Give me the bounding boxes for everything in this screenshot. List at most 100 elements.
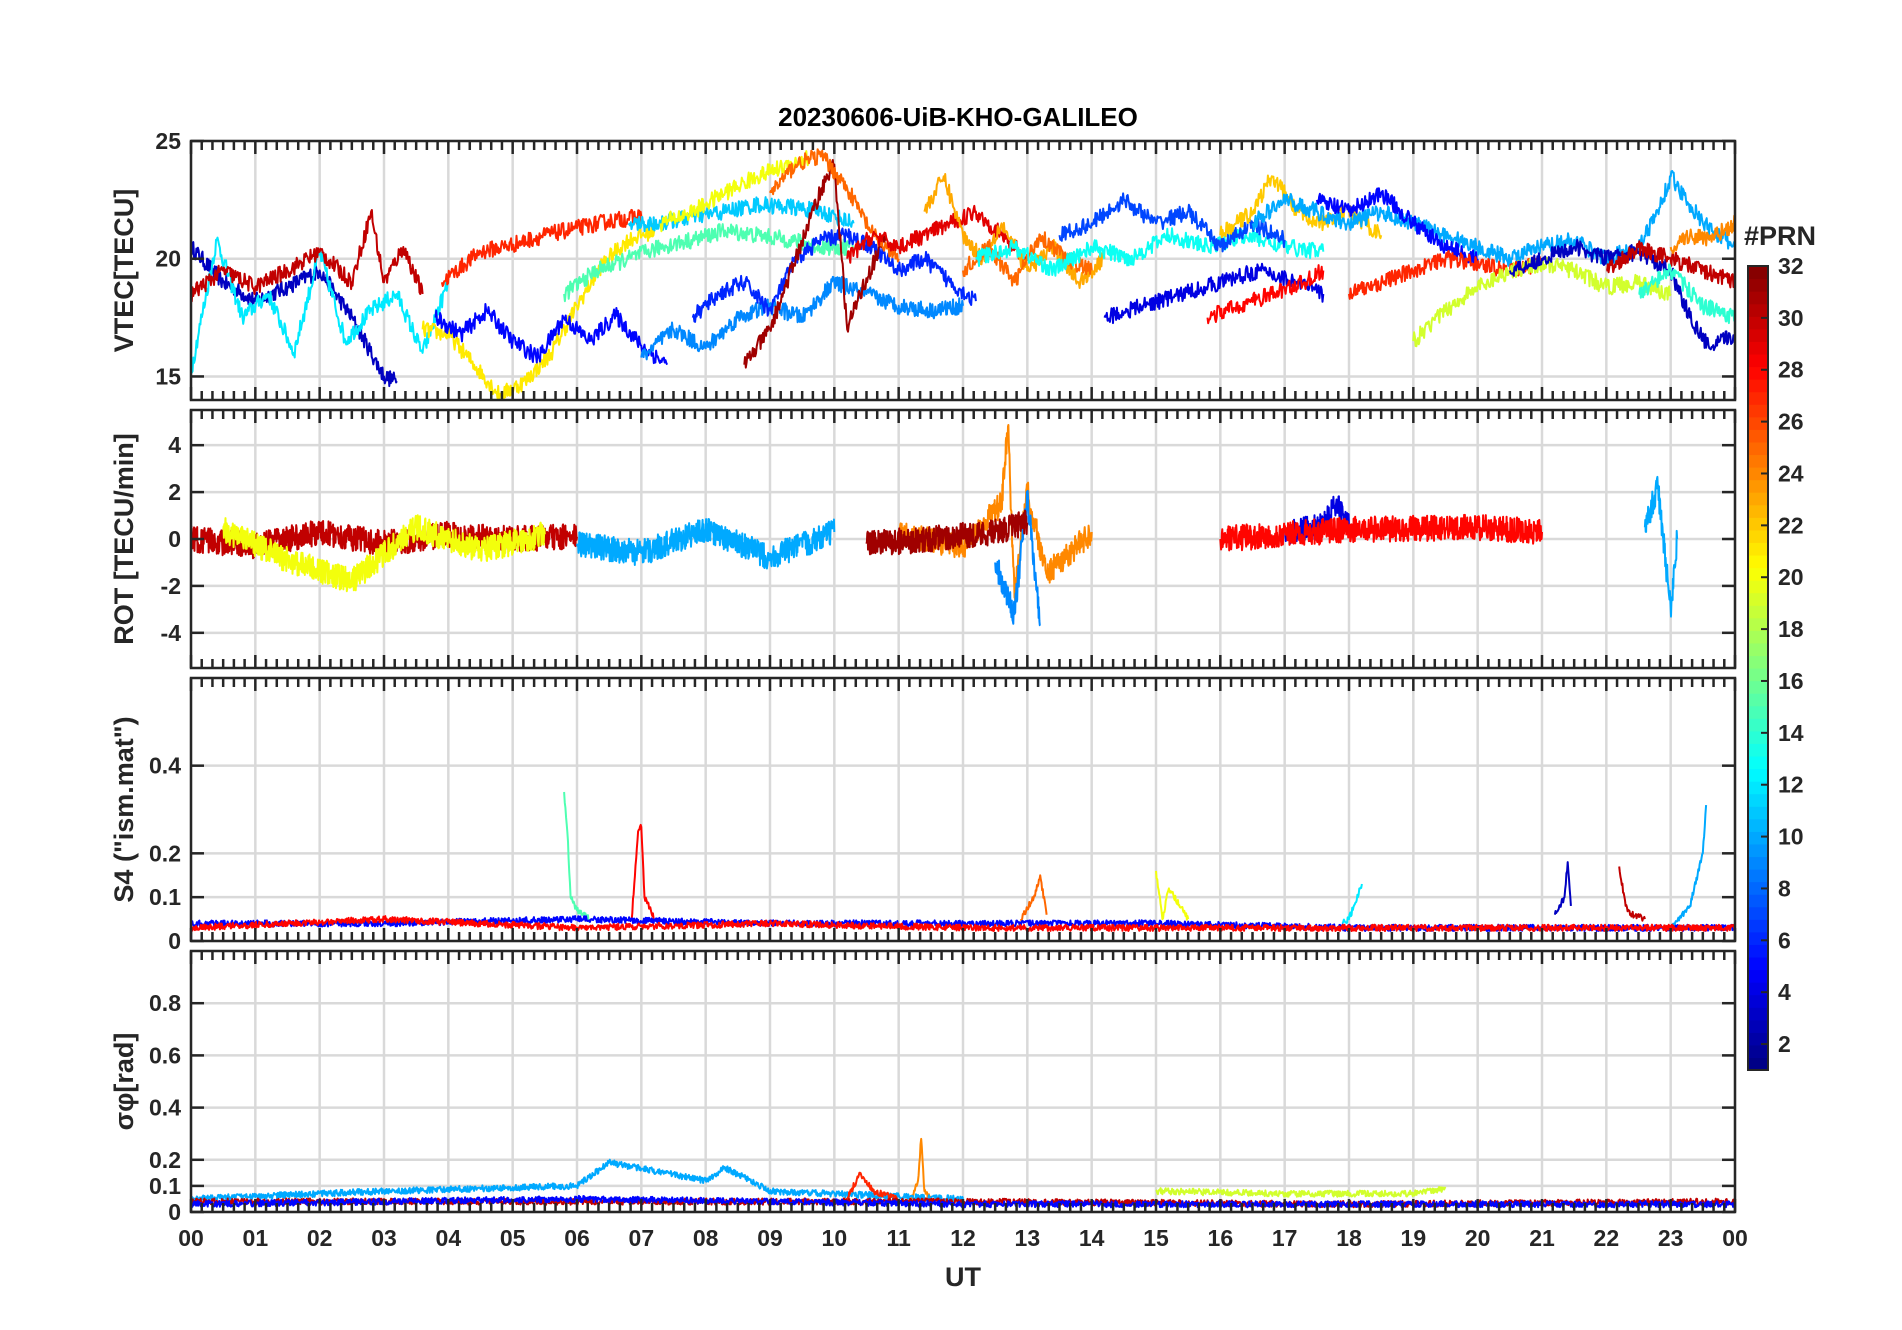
colorbar-swatch xyxy=(1748,366,1768,380)
series-line-prn-15 xyxy=(563,791,591,923)
colorbar-swatch xyxy=(1748,680,1768,694)
colorbar-swatch xyxy=(1748,404,1768,418)
y-tick-label: 0.1 xyxy=(149,884,181,910)
x-tick-label: 14 xyxy=(1079,1225,1105,1251)
colorbar-swatch xyxy=(1748,793,1768,807)
x-tick-label: 08 xyxy=(693,1225,719,1251)
series-line-prn-9 xyxy=(640,275,964,361)
colorbar-swatch xyxy=(1748,906,1768,920)
colorbar-swatch xyxy=(1748,416,1768,430)
x-tick-label: 12 xyxy=(950,1225,976,1251)
series-line-prn-5 xyxy=(434,303,669,366)
x-tick-label: 04 xyxy=(436,1225,462,1251)
x-tick-label: 05 xyxy=(500,1225,526,1251)
colorbar-swatch xyxy=(1748,781,1768,795)
colorbar-swatch xyxy=(1748,529,1768,543)
colorbar-tick-label: 28 xyxy=(1778,357,1804,383)
colorbar-swatch xyxy=(1748,755,1768,770)
colorbar-swatch xyxy=(1748,617,1768,631)
series-line-prn-20 xyxy=(659,150,810,233)
y-tick-label: 4 xyxy=(168,432,181,458)
colorbar-tick-label: 30 xyxy=(1778,305,1804,331)
colorbar-swatch xyxy=(1748,328,1768,342)
colorbar-swatch xyxy=(1748,869,1768,883)
colorbar-swatch xyxy=(1748,768,1768,782)
x-tick-label: 15 xyxy=(1143,1225,1169,1251)
series-line-prn-31 xyxy=(865,509,1029,556)
panel-y-axis: 0 0.1 0.2 0.4 xyxy=(149,753,1735,954)
panel-y-axis: 00.10.2 0.4 0.6 0.8 xyxy=(149,990,1735,1225)
colorbar-tick-label: 10 xyxy=(1778,824,1804,850)
panel-4: 00.10.2 0.4 0.6 0.8 σφ[rad] xyxy=(109,949,1737,1225)
colorbar-swatch xyxy=(1748,642,1768,657)
series-line-prn-28 xyxy=(1219,513,1543,552)
x-tick-label: 00 xyxy=(178,1225,204,1251)
panel-y-axis: 15 20 25 xyxy=(155,128,1735,389)
x-tick-label: 19 xyxy=(1401,1225,1427,1251)
series-line-prn-10 xyxy=(191,1158,964,1203)
colorbar-swatch xyxy=(1748,554,1768,569)
colorbar-swatch xyxy=(1748,994,1768,1008)
series-line-prn-14 xyxy=(1638,263,1735,325)
panel-x-ticks xyxy=(189,951,1737,1212)
colorbar-swatch xyxy=(1748,542,1768,556)
y-tick-label: 0.4 xyxy=(149,1095,181,1121)
colorbar-swatch xyxy=(1748,919,1768,933)
colorbar-swatch xyxy=(1748,655,1768,669)
colorbar-swatch xyxy=(1748,429,1768,443)
colorbar-tick-label: 18 xyxy=(1778,616,1804,642)
colorbar-swatch xyxy=(1748,316,1768,330)
y-axis-label: ROT [TECU/min] xyxy=(109,433,139,644)
colorbar-swatch xyxy=(1748,1032,1768,1046)
chart-title: 20230606-UiB-KHO-GALILEO xyxy=(778,102,1138,132)
x-tick-label: 02 xyxy=(307,1225,333,1251)
x-tick-label: 22 xyxy=(1594,1225,1620,1251)
x-axis: 00 01 02 03 04 05 06 07 08 09 10 11 12 13 14 15 16 17 18 19… xyxy=(178,1225,1748,1292)
panel-grid xyxy=(189,678,1737,943)
panel-1: 15 20 25 VTEC[TECU] xyxy=(109,128,1737,402)
series-line-prn-21 xyxy=(421,222,656,400)
series-line-prn-28 xyxy=(630,823,655,920)
series-line-prn-20 xyxy=(222,514,546,593)
panel-y-axis: -4 -2 0 2 4 xyxy=(161,432,1735,646)
colorbar-tick-label: 32 xyxy=(1778,253,1804,279)
colorbar-swatch xyxy=(1748,291,1768,305)
y-tick-label: 15 xyxy=(155,363,181,389)
colorbar-swatch xyxy=(1748,956,1768,971)
colorbar-tick-label: 8 xyxy=(1778,875,1791,901)
series-line-prn-31 xyxy=(743,159,887,369)
y-axis-label: S4 ("ism.mat") xyxy=(109,716,139,902)
colorbar-swatch xyxy=(1748,1007,1768,1021)
y-axis-label: σφ[rad] xyxy=(109,1033,139,1131)
series-line-prn-7 xyxy=(1058,192,1286,253)
colorbar-tick-label: 14 xyxy=(1778,720,1804,746)
colorbar-tick-label: 22 xyxy=(1778,512,1804,538)
colorbar-swatch xyxy=(1748,517,1768,531)
colorbar-swatch xyxy=(1748,730,1768,744)
x-tick-label: 16 xyxy=(1208,1225,1234,1251)
y-tick-label: 2 xyxy=(168,479,181,505)
colorbar-swatch xyxy=(1748,831,1768,845)
colorbar-swatch xyxy=(1748,818,1768,832)
y-tick-label: 0 xyxy=(168,928,181,954)
colorbar-swatch xyxy=(1748,1044,1768,1059)
x-tick-label: 07 xyxy=(629,1225,655,1251)
x-tick-label: 13 xyxy=(1015,1225,1041,1251)
colorbar-swatch xyxy=(1748,492,1768,506)
panel-x-ticks xyxy=(189,141,1737,400)
series-line-prn-12 xyxy=(1341,883,1363,924)
colorbar-swatch xyxy=(1748,1019,1768,1033)
colorbar-swatch xyxy=(1748,278,1768,292)
colorbar-swatch xyxy=(1748,479,1768,493)
colorbar-swatch xyxy=(1748,1057,1768,1071)
colorbar-swatch xyxy=(1748,580,1768,594)
series-line-prn-27 xyxy=(846,1171,900,1203)
colorbar-swatch xyxy=(1748,266,1768,280)
y-tick-label: -4 xyxy=(161,620,182,646)
panel-series xyxy=(191,148,1735,400)
x-tick-label: 09 xyxy=(757,1225,783,1251)
colorbar-swatch xyxy=(1748,379,1768,393)
y-axis-label: VTEC[TECU] xyxy=(109,189,139,353)
